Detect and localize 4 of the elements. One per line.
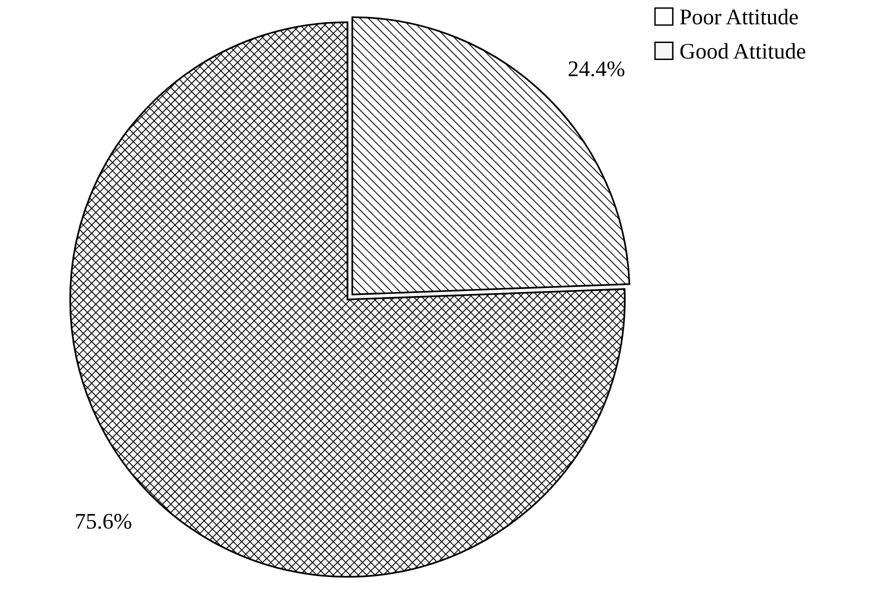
- data-label: 75.6%: [76, 514, 132, 529]
- legend-label: Poor Attitude: [680, 8, 798, 24]
- legend-label: Good Attitude: [680, 43, 806, 59]
- data-label: 24.4%: [568, 61, 624, 76]
